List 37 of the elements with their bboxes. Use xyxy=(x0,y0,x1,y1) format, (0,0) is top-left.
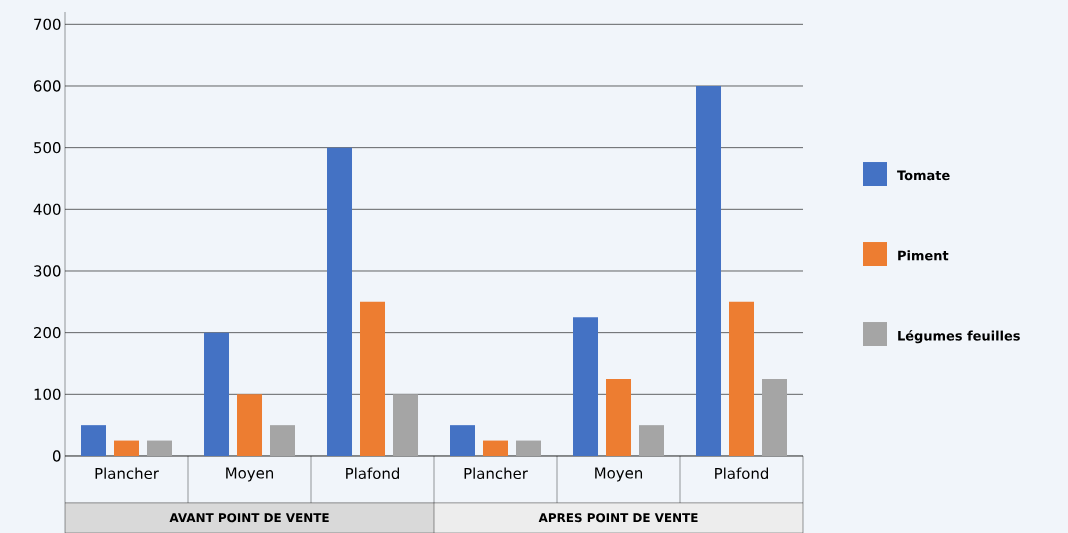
bar xyxy=(483,440,509,456)
legend-label: Légumes feuilles xyxy=(898,330,1020,344)
bar xyxy=(516,440,542,456)
x-tick-label: Moyen xyxy=(226,467,274,482)
legend-label: Piment xyxy=(898,250,949,261)
x-tick-label: Moyen xyxy=(595,467,643,482)
legend-label: Tomate xyxy=(897,170,950,181)
text: AVANT POINT DE VENTE xyxy=(169,513,329,523)
bar xyxy=(393,394,419,456)
y-tick-label: 400 xyxy=(33,203,61,215)
x-tick-label: Plafond xyxy=(346,467,399,480)
bar xyxy=(762,378,788,456)
bar xyxy=(114,440,140,456)
bar xyxy=(573,317,599,456)
bar xyxy=(270,425,296,456)
bar xyxy=(327,147,353,456)
bar xyxy=(606,378,632,456)
bar xyxy=(639,425,665,456)
y-tick-label: 0 xyxy=(52,450,61,462)
x-tick-label: Plancher xyxy=(95,467,159,480)
y-tick-label: 700 xyxy=(34,18,61,30)
x-tick-label: Plafond xyxy=(715,467,768,480)
x-tick-label: Plancher xyxy=(464,467,528,480)
y-tick-label: 600 xyxy=(34,80,61,92)
y-tick-label: 100 xyxy=(34,388,61,400)
bar xyxy=(729,301,755,456)
bar xyxy=(360,301,386,456)
y-tick-label: 500 xyxy=(34,142,61,154)
bar xyxy=(450,425,476,456)
y-tick-label: 300 xyxy=(34,265,61,277)
bar xyxy=(237,394,263,456)
bar xyxy=(147,440,173,456)
bar xyxy=(81,425,107,456)
bar xyxy=(204,332,230,456)
bar xyxy=(696,85,722,456)
text: APRES POINT DE VENTE xyxy=(538,513,698,523)
y-tick-label: 200 xyxy=(34,327,61,339)
